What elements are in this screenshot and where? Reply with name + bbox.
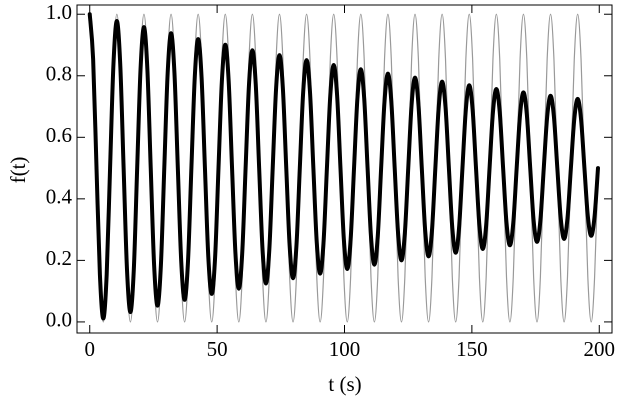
x-tick-label: 0 <box>84 337 95 361</box>
y-tick-label: 0.2 <box>46 246 72 270</box>
y-tick-label: 0.8 <box>46 62 72 86</box>
x-tick-label: 150 <box>456 337 488 361</box>
y-tick-label: 0.4 <box>46 185 73 209</box>
x-tick-label: 100 <box>329 337 361 361</box>
y-axis-label: f(t) <box>6 157 30 184</box>
plot-area <box>87 12 600 323</box>
x-tick-label: 200 <box>584 337 616 361</box>
series-line <box>87 12 600 321</box>
y-tick-label: 0.0 <box>46 308 72 332</box>
y-tick-label: 1.0 <box>46 0 72 24</box>
y-tick-label: 0.6 <box>46 123 72 147</box>
x-tick-label: 50 <box>207 337 228 361</box>
x-axis-label: t (s) <box>328 372 361 396</box>
